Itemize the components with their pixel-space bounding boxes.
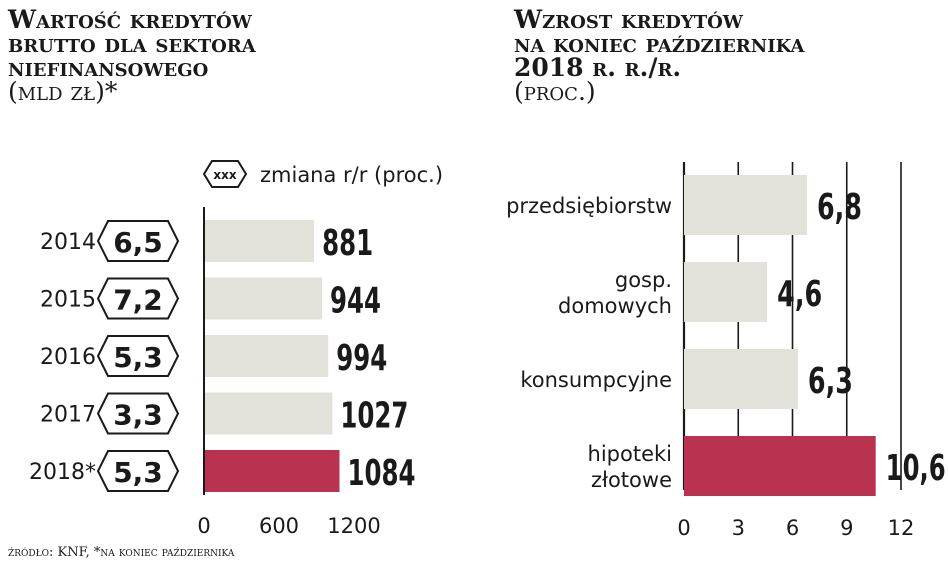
bar-2 xyxy=(684,349,798,409)
bar-2 xyxy=(204,335,329,377)
category-label-2-0: konsumpcyjne xyxy=(520,368,672,392)
yoy-value-4: 5,3 xyxy=(113,456,163,489)
category-label-3-1: złotowe xyxy=(591,468,672,492)
value-label-1: 944 xyxy=(330,281,381,322)
year-label-4: 2018* xyxy=(29,460,96,485)
left-title-line-2: brutto dla sektora xyxy=(8,29,256,58)
x-tick-0: 0 xyxy=(677,516,690,540)
right-title-line-2: na koniec października xyxy=(514,29,805,58)
yoy-value-0: 6,5 xyxy=(113,226,163,259)
value-label-0: 6,8 xyxy=(817,187,862,228)
credit-value-chart: xxx zmiana r/r (proc.) 2014 6,5 881 2015 7,2 94… xyxy=(29,160,443,538)
x-tick-3: 9 xyxy=(840,516,853,540)
value-label-3: 10,6 xyxy=(886,448,946,489)
right-unit: (proc.) xyxy=(514,77,596,106)
value-label-0: 881 xyxy=(322,223,373,264)
value-label-1: 4,6 xyxy=(777,274,822,315)
value-label-2: 994 xyxy=(336,338,387,379)
category-label-3-0: hipoteki xyxy=(588,442,672,466)
category-label-0-0: przedsiębiorstw xyxy=(506,194,672,218)
category-label-1-0: gosp. xyxy=(615,268,672,292)
year-label-1: 2015 xyxy=(40,288,96,313)
bar-4 xyxy=(204,450,340,492)
yoy-badge-3 xyxy=(96,392,180,435)
bar-1 xyxy=(684,262,768,322)
bar-1 xyxy=(204,277,322,320)
bar-3 xyxy=(204,392,333,435)
yoy-value-2: 5,3 xyxy=(113,341,163,374)
source-note: źródło: KNF, *na koniec października xyxy=(8,545,235,560)
legend-label: zmiana r/r (proc.) xyxy=(260,163,443,187)
value-label-2: 6,3 xyxy=(808,361,853,402)
yoy-badge-4 xyxy=(96,450,180,492)
yoy-badge-0 xyxy=(96,220,180,262)
year-label-3: 2017 xyxy=(40,403,96,428)
x-tick-0: 0 xyxy=(197,514,210,538)
left-unit: (mld zł)* xyxy=(8,77,118,106)
yoy-badge-1 xyxy=(96,277,180,320)
bar-3 xyxy=(684,436,876,496)
x-tick-1: 600 xyxy=(259,514,299,538)
left-title-line-1: Wartość kredytów xyxy=(8,5,252,34)
x-tick-2: 1200 xyxy=(327,514,380,538)
value-label-3: 1027 xyxy=(340,396,408,437)
bar-0 xyxy=(204,220,315,262)
right-title: Wzrost kredytów na koniec października 2… xyxy=(514,5,805,106)
left-title: Wartość kredytów brutto dla sektora nief… xyxy=(8,5,256,106)
right-title-line-1: Wzrost kredytów xyxy=(514,5,744,34)
yoy-value-1: 7,2 xyxy=(113,284,163,317)
credit-growth-chart: 0 3 6 9 12 przedsiębiorstw 6,8 gosp.domowych 4,6… xyxy=(506,162,946,540)
left-title-line-3: niefinansowego xyxy=(8,53,209,82)
category-label-1-1: domowych xyxy=(558,294,672,318)
legend-badge-text: xxx xyxy=(213,168,236,182)
value-label-4: 1084 xyxy=(348,453,416,494)
right-title-line-3: 2018 r. r./r. xyxy=(514,53,682,82)
x-tick-1: 3 xyxy=(732,516,745,540)
x-tick-4: 12 xyxy=(888,516,915,540)
yoy-badge-2 xyxy=(96,335,180,377)
legend-badge-icon xyxy=(202,160,248,188)
bar-0 xyxy=(684,175,807,235)
yoy-value-3: 3,3 xyxy=(113,399,163,432)
year-label-2: 2016 xyxy=(40,345,96,370)
year-label-0: 2014 xyxy=(40,230,96,255)
x-tick-2: 6 xyxy=(786,516,799,540)
